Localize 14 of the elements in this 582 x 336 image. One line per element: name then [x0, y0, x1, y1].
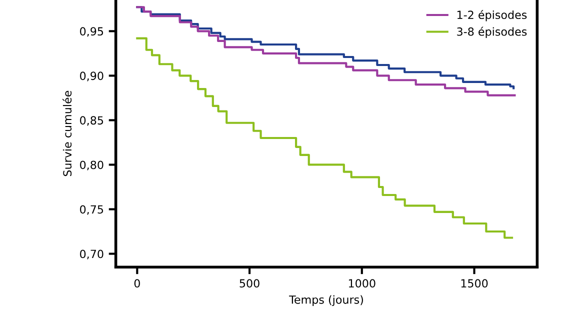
- y-axis-title: Survie cumulée: [62, 90, 72, 176]
- x-tick-label: 500: [240, 279, 260, 288]
- x-tick-label: 1000: [348, 279, 376, 288]
- x-tick-label: 0: [134, 279, 140, 288]
- y-tick-label: 0,70: [80, 250, 104, 260]
- x-axis-title: Temps (jours): [289, 295, 363, 306]
- y-tick-label: 0,90: [80, 72, 104, 82]
- y-tick-label: 0,80: [80, 160, 104, 170]
- legend-label: 3-8 épisodes: [457, 26, 527, 38]
- legend-label: 1-2 épisodes: [457, 10, 527, 22]
- y-tick-label: 0,85: [80, 116, 104, 126]
- y-tick-label: 0,95: [80, 27, 104, 37]
- y-tick-label: 0,75: [80, 205, 104, 215]
- x-tick-label: 1500: [461, 279, 488, 288]
